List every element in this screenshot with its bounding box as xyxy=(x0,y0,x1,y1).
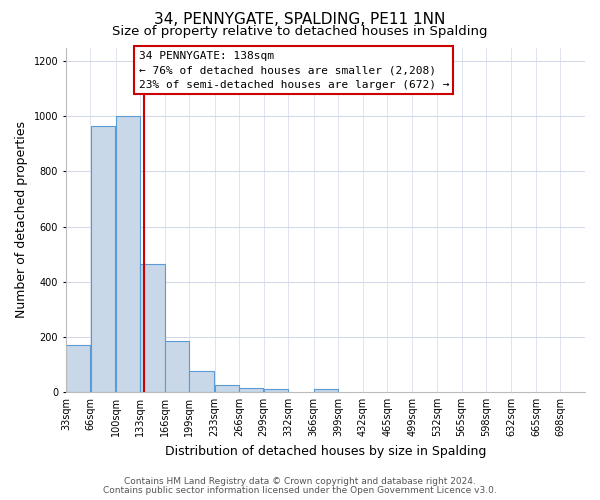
Bar xyxy=(215,385,239,392)
Bar xyxy=(116,116,140,392)
Text: 34 PENNYGATE: 138sqm
← 76% of detached houses are smaller (2,208)
23% of semi-de: 34 PENNYGATE: 138sqm ← 76% of detached h… xyxy=(139,51,449,90)
Text: Contains HM Land Registry data © Crown copyright and database right 2024.: Contains HM Land Registry data © Crown c… xyxy=(124,477,476,486)
Bar xyxy=(66,345,90,392)
Bar xyxy=(264,389,288,392)
Bar xyxy=(239,388,263,392)
Bar xyxy=(190,372,214,392)
Bar xyxy=(140,264,164,392)
Bar xyxy=(91,126,115,392)
Y-axis label: Number of detached properties: Number of detached properties xyxy=(15,121,28,318)
Text: Size of property relative to detached houses in Spalding: Size of property relative to detached ho… xyxy=(112,25,488,38)
Text: 34, PENNYGATE, SPALDING, PE11 1NN: 34, PENNYGATE, SPALDING, PE11 1NN xyxy=(154,12,446,28)
Bar xyxy=(314,389,338,392)
X-axis label: Distribution of detached houses by size in Spalding: Distribution of detached houses by size … xyxy=(165,444,486,458)
Bar xyxy=(165,341,189,392)
Text: Contains public sector information licensed under the Open Government Licence v3: Contains public sector information licen… xyxy=(103,486,497,495)
